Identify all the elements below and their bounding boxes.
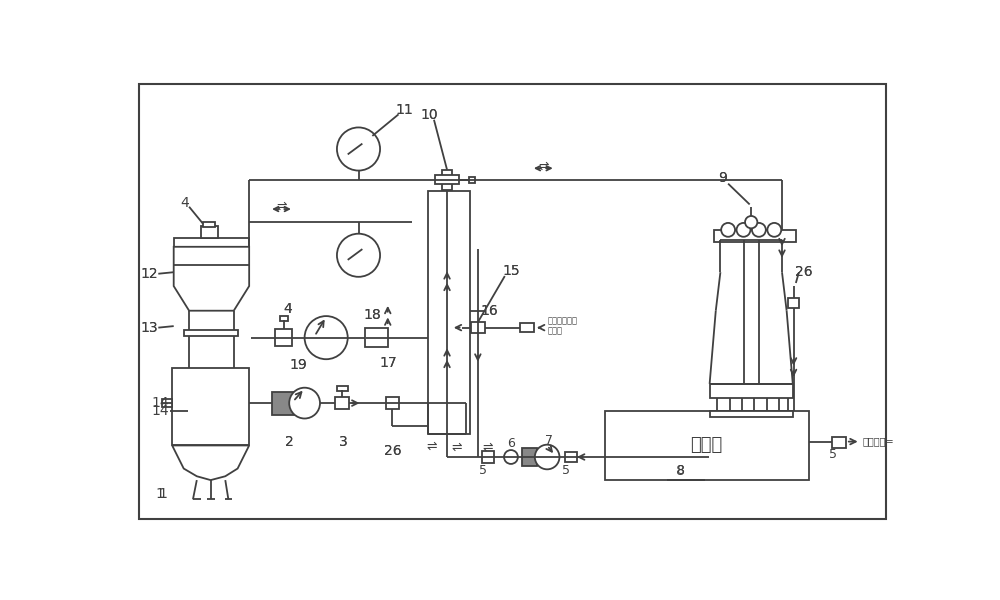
Bar: [710, 384, 793, 398]
Text: 17: 17: [379, 356, 397, 370]
Bar: [184, 330, 238, 336]
Text: 4: 4: [283, 302, 292, 316]
Text: 16: 16: [481, 304, 498, 318]
Circle shape: [305, 316, 348, 359]
Circle shape: [337, 127, 380, 170]
Circle shape: [745, 216, 757, 229]
Text: 4: 4: [283, 302, 292, 316]
Text: ⇌: ⇌: [276, 200, 287, 213]
Text: 2: 2: [285, 434, 294, 449]
Text: 13: 13: [140, 320, 158, 335]
Text: ⇌: ⇌: [538, 160, 549, 172]
Text: 12: 12: [140, 267, 158, 281]
Text: 18: 18: [363, 308, 381, 322]
Text: 2: 2: [285, 434, 294, 449]
Text: 11: 11: [396, 103, 414, 118]
Text: 19: 19: [290, 358, 307, 371]
Text: 13: 13: [140, 320, 158, 335]
Circle shape: [721, 223, 735, 237]
Text: 14: 14: [151, 404, 169, 418]
Text: 26: 26: [795, 265, 812, 279]
Text: 储水池: 储水池: [690, 436, 723, 454]
Text: 17: 17: [379, 356, 397, 370]
Text: 10: 10: [421, 108, 438, 122]
Text: 26: 26: [795, 265, 812, 279]
Text: 9: 9: [718, 171, 727, 185]
Circle shape: [289, 388, 320, 419]
Text: 18: 18: [363, 308, 381, 322]
Circle shape: [337, 233, 380, 277]
Bar: [365, 328, 388, 347]
Text: 11: 11: [396, 103, 414, 118]
Circle shape: [535, 445, 559, 469]
Bar: [280, 316, 288, 322]
Text: 12: 12: [140, 267, 158, 281]
Bar: [565, 452, 577, 463]
Circle shape: [752, 223, 766, 237]
Text: 15: 15: [502, 263, 520, 278]
Bar: [710, 411, 793, 417]
Text: 采老泉水=: 采老泉水=: [863, 437, 894, 446]
Bar: [386, 397, 399, 409]
Text: 3: 3: [339, 434, 347, 449]
Polygon shape: [174, 247, 249, 311]
Bar: [714, 230, 796, 242]
Bar: [337, 386, 348, 391]
Text: 5: 5: [562, 464, 570, 478]
Text: 16: 16: [481, 304, 498, 318]
Bar: [605, 411, 809, 480]
Bar: [442, 170, 452, 190]
Circle shape: [504, 450, 518, 464]
Text: 7: 7: [545, 434, 553, 446]
Bar: [162, 399, 172, 407]
Bar: [469, 177, 475, 183]
Bar: [174, 238, 249, 247]
Polygon shape: [172, 445, 249, 480]
Text: 26: 26: [384, 444, 402, 458]
Text: 8: 8: [676, 464, 684, 478]
Bar: [172, 368, 249, 445]
Bar: [275, 329, 292, 346]
Bar: [272, 392, 294, 415]
Text: 6: 6: [507, 437, 515, 449]
Text: 26: 26: [384, 444, 402, 458]
Text: 9: 9: [718, 171, 727, 185]
Text: 15: 15: [502, 263, 520, 278]
Text: 4: 4: [180, 196, 189, 210]
Bar: [203, 222, 215, 227]
Text: ⇌: ⇌: [483, 441, 493, 454]
Bar: [428, 191, 470, 434]
Bar: [832, 437, 846, 448]
Text: 1: 1: [155, 487, 164, 501]
Bar: [201, 226, 218, 238]
Text: ⇌: ⇌: [452, 441, 462, 454]
Text: 19: 19: [290, 358, 307, 371]
Bar: [482, 451, 494, 463]
Text: 5: 5: [829, 448, 837, 461]
Text: 14: 14: [151, 396, 169, 410]
Bar: [471, 322, 485, 333]
Text: 5: 5: [479, 464, 487, 478]
Text: 10: 10: [421, 108, 438, 122]
Bar: [335, 397, 349, 409]
Bar: [520, 323, 534, 332]
Circle shape: [767, 223, 781, 237]
Bar: [435, 175, 459, 184]
Circle shape: [737, 223, 750, 237]
Bar: [788, 298, 799, 308]
Text: 1: 1: [158, 487, 167, 501]
Text: 市政管网自来
水引入: 市政管网自来 水引入: [547, 316, 577, 336]
Text: ⇌: ⇌: [426, 440, 437, 453]
Bar: [522, 448, 537, 466]
Text: 8: 8: [676, 464, 685, 478]
Text: 3: 3: [339, 434, 347, 449]
